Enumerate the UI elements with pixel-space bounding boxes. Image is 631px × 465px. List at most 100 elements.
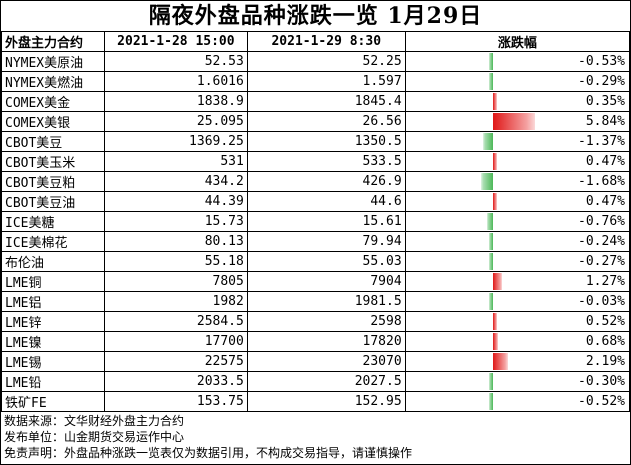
change-bar-up [492, 273, 502, 290]
prev-price-cell: 1369.25 [103, 131, 248, 152]
table-row: LME镍 17700 17820 0.68% [1, 331, 631, 352]
curr-price-cell: 15.61 [246, 211, 406, 232]
contract-name-cell: LME铅 [1, 371, 105, 392]
prev-price-cell: 25.095 [103, 111, 248, 132]
change-bar-down [488, 373, 493, 390]
change-percent: 0.47% [585, 154, 625, 169]
change-bar-up [492, 313, 497, 330]
change-cell: -1.68% [404, 171, 631, 192]
report-title: 隔夜外盘品种涨跌一览 1月29日 [148, 3, 483, 29]
change-percent: -0.52% [578, 394, 625, 409]
change-cell: -0.53% [404, 51, 631, 72]
change-bar-up [492, 353, 509, 370]
table-row: LME铅 2033.5 2027.5 -0.30% [1, 371, 631, 392]
table-row: CBOT美豆粕 434.2 426.9 -1.68% [1, 171, 631, 192]
contract-name-cell: LME锡 [1, 351, 105, 372]
curr-price-cell: 426.9 [246, 171, 406, 192]
change-percent: 0.35% [585, 94, 625, 109]
change-cell: 0.52% [404, 311, 631, 332]
change-bar-down [488, 393, 493, 410]
change-bar-down [488, 73, 493, 90]
prev-price-cell: 2033.5 [103, 371, 248, 392]
curr-price-cell: 1350.5 [246, 131, 406, 152]
header-curr-time: 2021-1-29 8:30 [246, 31, 406, 52]
change-bar-down [480, 173, 493, 190]
change-percent: -1.37% [578, 134, 625, 149]
change-percent: 0.52% [585, 314, 625, 329]
change-percent: 1.27% [585, 274, 625, 289]
curr-price-cell: 533.5 [246, 151, 406, 172]
quotes-table: 外盘主力合约 2021-1-28 15:00 2021-1-29 8:30 涨跌… [1, 31, 631, 412]
contract-name-cell: ICE美糖 [1, 211, 105, 232]
contract-name-cell: 铁矿FE [1, 391, 105, 412]
footer-source: 数据来源：文华财经外盘主力合约 [4, 414, 185, 428]
table-row: CBOT美玉米 531 533.5 0.47% [1, 151, 631, 172]
change-percent: -1.68% [578, 174, 625, 189]
change-bar-up [492, 193, 497, 210]
contract-name-cell: NYMEX美燃油 [1, 71, 105, 92]
contract-name-cell: CBOT美玉米 [1, 151, 105, 172]
table-row: ICE美棉花 80.13 79.94 -0.24% [1, 231, 631, 252]
table-row: 布伦油 55.18 55.03 -0.27% [1, 251, 631, 272]
table-row: NYMEX美燃油 1.6016 1.597 -0.29% [1, 71, 631, 92]
table-row: LME铜 7805 7904 1.27% [1, 271, 631, 292]
change-bar-down [488, 53, 493, 70]
table-row: CBOT美豆油 44.39 44.6 0.47% [1, 191, 631, 212]
table-row: NYMEX美原油 52.53 52.25 -0.53% [1, 51, 631, 72]
prev-price-cell: 153.75 [103, 391, 248, 412]
change-percent: 5.84% [585, 114, 625, 129]
change-percent: -0.29% [578, 74, 625, 89]
change-percent: -0.24% [578, 234, 625, 249]
change-bar-up [492, 93, 497, 110]
footer-disclaimer: 免责声明：外盘品种涨跌一览表仅为数据引用，不构成交易指导，请谨慎操作 [4, 446, 413, 460]
table-row: ICE美糖 15.73 15.61 -0.76% [1, 211, 631, 232]
change-cell: 0.47% [404, 191, 631, 212]
prev-price-cell: 55.18 [103, 251, 248, 272]
table-row: COMEX美金 1838.9 1845.4 0.35% [1, 91, 631, 112]
prev-price-cell: 531 [103, 151, 248, 172]
footer-publisher: 发布单位：山金期货交易运作中心 [4, 430, 185, 444]
change-percent: 0.47% [585, 194, 625, 209]
curr-price-cell: 2027.5 [246, 371, 406, 392]
table-row: 铁矿FE 153.75 152.95 -0.52% [1, 391, 631, 412]
header-row: 外盘主力合约 2021-1-28 15:00 2021-1-29 8:30 涨跌… [1, 31, 631, 52]
curr-price-cell: 79.94 [246, 231, 406, 252]
change-percent: -0.76% [578, 214, 625, 229]
change-percent: -0.27% [578, 254, 625, 269]
contract-name-cell: LME锌 [1, 311, 105, 332]
change-bar-up [492, 153, 497, 170]
prev-price-cell: 1838.9 [103, 91, 248, 112]
curr-price-cell: 55.03 [246, 251, 406, 272]
change-bar-down [488, 233, 493, 250]
change-bar-up [492, 113, 535, 130]
table-row: LME锌 2584.5 2598 0.52% [1, 311, 631, 332]
change-cell: -0.27% [404, 251, 631, 272]
contract-name-cell: COMEX美银 [1, 111, 105, 132]
table-row: COMEX美银 25.095 26.56 5.84% [1, 111, 631, 132]
contract-name-cell: LME铜 [1, 271, 105, 292]
change-bar-down [488, 253, 493, 270]
curr-price-cell: 1.597 [246, 71, 406, 92]
curr-price-cell: 1981.5 [246, 291, 406, 312]
prev-price-cell: 22575 [103, 351, 248, 372]
change-percent: -0.03% [578, 294, 625, 309]
change-percent: 0.68% [585, 334, 625, 349]
change-percent: -0.53% [578, 54, 625, 69]
prev-price-cell: 17700 [103, 331, 248, 352]
change-cell: 0.68% [404, 331, 631, 352]
prev-price-cell: 15.73 [103, 211, 248, 232]
change-cell: -0.76% [404, 211, 631, 232]
prev-price-cell: 44.39 [103, 191, 248, 212]
prev-price-cell: 1.6016 [103, 71, 248, 92]
header-contract: 外盘主力合约 [1, 31, 105, 52]
change-cell: 2.19% [404, 351, 631, 372]
curr-price-cell: 23070 [246, 351, 406, 372]
change-cell: -0.52% [404, 391, 631, 412]
footer-notes: 数据来源：文华财经外盘主力合约 发布单位：山金期货交易运作中心 免责声明：外盘品… [4, 413, 412, 461]
change-cell: -0.24% [404, 231, 631, 252]
curr-price-cell: 7904 [246, 271, 406, 292]
contract-name-cell: ICE美棉花 [1, 231, 105, 252]
change-cell: 0.35% [404, 91, 631, 112]
change-percent: 2.19% [585, 354, 625, 369]
